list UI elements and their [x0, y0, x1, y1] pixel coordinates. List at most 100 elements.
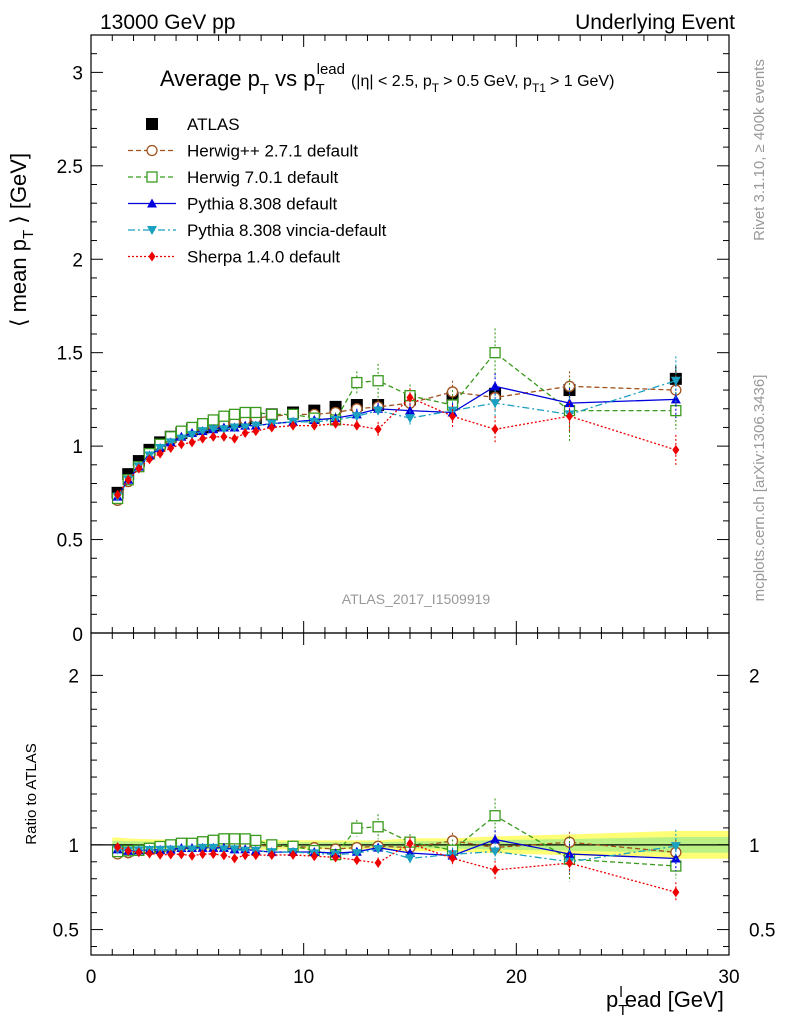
series-sherpa: [114, 388, 680, 500]
ratio-panel: 0.5 0.51 12 20 10 20 30: [53, 632, 775, 988]
ratio-y-tick-label-right: 0.5: [749, 921, 775, 942]
data-point-sherpa: [188, 437, 196, 448]
data-point-sherpa: [374, 424, 382, 435]
ratio-point-sherpa: [672, 887, 680, 898]
x-tick-label: 0: [86, 967, 97, 988]
data-point-vincia: [373, 406, 384, 416]
main-panel: 0 0.5 1 1.5 2 2.5 3: [57, 34, 730, 646]
legend-marker-herwigpp: [146, 144, 158, 157]
main-y-tick-label: 0.5: [57, 531, 83, 552]
data-point-sherpa: [199, 433, 207, 444]
data-point-sherpa: [566, 411, 573, 422]
data-point-vincia: [405, 414, 415, 424]
ratio-point-herwig7: [372, 821, 384, 833]
series-herwigpp: [111, 371, 682, 506]
ratio-y-tick-label: 0.5: [53, 921, 79, 942]
ratio-point-vincia: [229, 845, 240, 855]
main-ylabel-sub: T: [20, 230, 37, 239]
data-point-vincia: [229, 423, 240, 433]
data-point-sherpa: [124, 474, 132, 485]
legend-marker-sherpa: [148, 251, 156, 262]
ratio-y-tick-label-right: 1: [749, 836, 760, 857]
ratio-point-vincia: [351, 849, 362, 859]
main-y-tick-label: 3: [72, 63, 83, 84]
data-point-sherpa: [220, 431, 228, 442]
data-point-sherpa: [177, 439, 185, 450]
main-ylabel-post: ⟩ [GeV]: [6, 153, 31, 224]
ratio-point-vincia: [187, 845, 198, 855]
header-right: Underlying Event: [575, 11, 735, 34]
series-line-herwigpp: [117, 385, 676, 501]
main-ylabel: ⟨ mean pT ⟩ [GeV]: [6, 153, 37, 327]
data-point-sherpa: [332, 418, 340, 429]
data-point-herwig7: [228, 408, 241, 421]
data-point-vincia: [351, 412, 362, 422]
legend-label-vincia: Pythia 8.308 vincia-default: [187, 221, 387, 240]
data-point-sherpa: [167, 442, 175, 453]
main-ylabel-pre: ⟨ mean p: [6, 239, 31, 327]
legend: ATLAS Herwig++ 2.7.1 default Herwig 7.0.1 …: [128, 115, 387, 267]
data-point-pythia: [670, 394, 681, 404]
ratio-point-sherpa: [209, 849, 217, 860]
data-point-sherpa: [406, 392, 414, 403]
data-point-herwig7: [239, 406, 251, 419]
ratio-y-tick-label: 1: [68, 836, 79, 857]
legend-marker-pythia: [147, 198, 157, 208]
data-point-vincia: [176, 434, 187, 444]
ratio-point-sherpa: [332, 852, 340, 863]
main-y-tick-label: 1: [72, 437, 83, 458]
ratio-point-sherpa: [199, 849, 207, 860]
x-tick-label: 20: [506, 967, 527, 988]
data-point-herwig7: [372, 375, 384, 387]
legend-label-pythia: Pythia 8.308 default: [187, 195, 338, 214]
ratio-point-sherpa: [231, 853, 239, 864]
ratio-point-vincia: [490, 847, 501, 857]
ratio-point-sherpa: [406, 838, 414, 849]
ratio-frame: [90, 632, 730, 956]
ratio-point-sherpa: [268, 849, 276, 860]
data-point-herwig7: [351, 376, 363, 389]
series-line-sherpa: [117, 396, 676, 496]
mcplots-label: mcplots.cern.ch [arXiv:1306.3436]: [751, 375, 768, 602]
data-point-sherpa: [241, 428, 249, 439]
ratio-point-sherpa: [449, 853, 457, 864]
x-axis-label: pTlead [GeV]: [606, 984, 724, 1019]
legend-marker-vincia: [147, 226, 157, 235]
ratio-point-vincia: [218, 845, 229, 855]
ratio-point-sherpa: [353, 855, 361, 866]
ratio-y-tick-label-right: 2: [749, 666, 760, 687]
ratio-series-sherpa: [114, 836, 680, 903]
series-herwig7: [111, 328, 682, 505]
data-point-herwig7: [489, 347, 501, 359]
data-point-vincia: [187, 430, 198, 440]
ratio-point-herwig7: [351, 822, 363, 834]
legend-label-atlas: ATLAS: [187, 115, 240, 134]
ratio-point-herwig7: [239, 833, 251, 845]
series-vincia: [112, 356, 681, 502]
main-y-tick-label: 0: [72, 625, 83, 646]
ratio-point-sherpa: [167, 849, 175, 860]
data-point-vincia: [208, 425, 219, 435]
data-point-sherpa: [114, 489, 122, 500]
data-point-vincia: [197, 427, 208, 437]
ratio-point-sherpa: [156, 849, 164, 860]
ratio-point-vincia: [670, 842, 681, 852]
series-pythia: [112, 373, 681, 501]
data-point-sherpa: [135, 463, 143, 474]
main-y-tick-label: 2: [72, 250, 83, 271]
x-tick-label: 30: [718, 967, 739, 988]
ratio-point-sherpa: [310, 851, 318, 862]
data-point-vincia: [670, 376, 681, 386]
ratio-point-sherpa: [114, 842, 122, 853]
ratio-point-sherpa: [566, 858, 573, 869]
ratio-point-sherpa: [374, 857, 382, 868]
ratio-point-sherpa: [135, 847, 143, 858]
ratio-point-vincia: [373, 845, 384, 855]
data-point-herwig7: [207, 414, 219, 426]
ratio-point-herwig7: [228, 833, 241, 845]
ratio-point-sherpa: [177, 849, 185, 860]
x-tick-label: 10: [293, 967, 314, 988]
ratio-point-vincia: [208, 843, 219, 853]
ratio-point-sherpa: [491, 864, 499, 875]
